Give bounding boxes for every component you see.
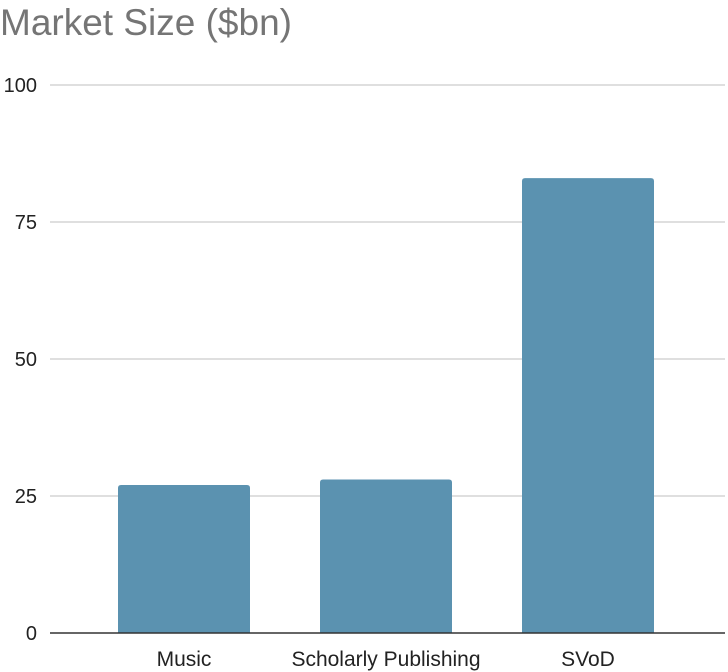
bar-2: [522, 178, 654, 633]
x-category-label-1: Scholarly Publishing: [291, 648, 480, 671]
bars: [118, 178, 654, 633]
bar-0: [118, 485, 250, 633]
y-tick-label-2: 50: [15, 349, 37, 371]
x-category-label-0: Music: [157, 648, 212, 671]
y-tick-label-0: 0: [26, 623, 37, 645]
y-tick-label-4: 100: [4, 75, 37, 97]
x-category-label-2: SVoD: [561, 648, 615, 671]
chart-title: Market Size ($bn): [0, 2, 292, 43]
y-tick-label-3: 75: [15, 212, 37, 234]
y-tick-label-1: 25: [15, 486, 37, 508]
labels: 0 25 50 75 100 Music Scholarly Publishing SVoD: [4, 75, 615, 671]
bar-1: [320, 479, 452, 633]
